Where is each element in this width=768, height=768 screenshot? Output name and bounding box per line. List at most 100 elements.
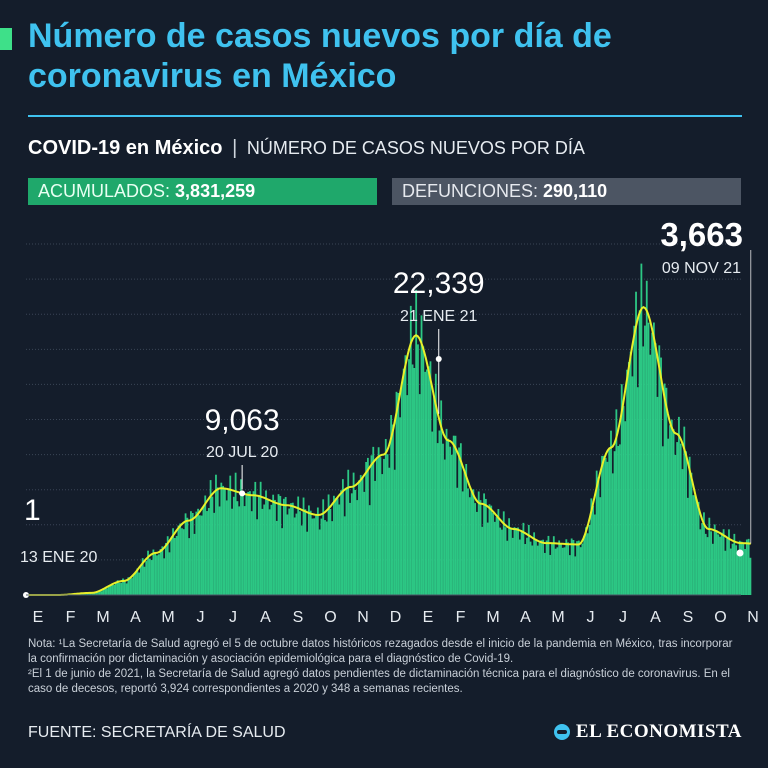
daily-bar <box>417 344 419 595</box>
daily-bar <box>538 542 541 595</box>
daily-bar <box>697 501 700 595</box>
daily-bar <box>220 482 223 595</box>
daily-bar <box>336 498 339 595</box>
daily-bar <box>558 540 561 595</box>
daily-bar <box>692 495 695 595</box>
logo-text: EL ECONOMISTA <box>575 721 742 742</box>
daily-bar <box>350 493 353 595</box>
daily-bar <box>728 529 730 595</box>
daily-bar <box>470 489 473 595</box>
daily-bar <box>411 364 414 595</box>
daily-bar <box>309 510 312 595</box>
daily-bar <box>370 455 373 595</box>
daily-bar <box>611 473 614 595</box>
daily-bar <box>156 555 158 595</box>
daily-bar <box>429 361 432 595</box>
annotation-value: 3,663 <box>660 216 743 253</box>
daily-bar <box>333 495 335 595</box>
daily-bar <box>731 543 734 595</box>
daily-bar <box>322 499 325 595</box>
daily-bar <box>568 555 571 595</box>
daily-bar <box>106 588 108 595</box>
daily-bar <box>265 490 267 595</box>
daily-bar <box>604 457 607 595</box>
daily-bar <box>368 505 371 595</box>
daily-bar <box>290 503 292 595</box>
subtitle-bold: COVID-19 en México <box>28 137 223 159</box>
daily-bar <box>601 455 603 595</box>
daily-bar <box>661 446 664 595</box>
daily-bar <box>109 584 112 595</box>
daily-bar <box>150 560 153 595</box>
daily-bar <box>508 518 511 595</box>
daily-bar <box>617 445 620 595</box>
daily-bar <box>395 391 398 595</box>
daily-bar <box>204 495 207 595</box>
daily-bar <box>644 325 646 595</box>
daily-bar <box>658 345 661 595</box>
subtitle-rest: NÚMERO DE CASOS NUEVOS POR DÍA <box>246 138 585 158</box>
daily-bar <box>266 500 269 595</box>
daily-bar <box>359 475 362 595</box>
x-tick-label: E <box>423 609 434 626</box>
daily-bar <box>340 490 342 595</box>
annotation-date: 09 NOV 21 <box>662 260 741 277</box>
daily-bar <box>399 417 401 595</box>
daily-bar <box>240 479 242 595</box>
daily-bar <box>302 497 305 595</box>
daily-bar <box>626 369 628 595</box>
daily-bar <box>425 369 428 595</box>
daily-bar <box>479 500 482 595</box>
daily-bar <box>474 503 477 595</box>
daily-bar <box>472 489 475 595</box>
daily-bar <box>522 522 525 595</box>
daily-bar <box>511 537 514 595</box>
daily-bar <box>202 506 205 595</box>
daily-bar <box>114 583 117 595</box>
daily-bar <box>729 548 732 595</box>
daily-bar <box>527 524 530 595</box>
daily-bar <box>570 538 573 595</box>
daily-bar <box>420 315 423 595</box>
daily-bar <box>610 430 612 595</box>
daily-bar <box>615 409 618 595</box>
daily-bar <box>436 443 439 595</box>
daily-bar <box>139 565 142 595</box>
cumulative-cases-box: ACUMULADOS: 3,831,259 <box>28 178 377 205</box>
daily-bar <box>125 583 128 595</box>
daily-bar <box>454 435 457 595</box>
daily-bar <box>349 502 351 595</box>
daily-bar <box>207 508 210 595</box>
daily-bar <box>400 382 403 595</box>
daily-bar <box>241 495 244 595</box>
daily-bar <box>431 431 434 595</box>
daily-bar <box>143 566 146 595</box>
daily-bar <box>209 480 212 595</box>
daily-bar <box>383 458 385 595</box>
daily-bar <box>524 544 527 595</box>
daily-bar <box>95 592 98 595</box>
daily-bar <box>316 507 319 595</box>
annotation-dot <box>435 356 442 362</box>
daily-bar <box>384 438 387 595</box>
daily-bar <box>225 500 228 595</box>
daily-bar <box>563 547 566 595</box>
deaths-value: 290,110 <box>543 181 608 201</box>
daily-bar <box>694 495 696 595</box>
daily-bar <box>102 588 105 595</box>
daily-bar <box>533 532 536 595</box>
daily-bar <box>686 497 689 595</box>
daily-bar <box>678 416 680 595</box>
daily-bar <box>465 463 468 595</box>
daily-bar <box>488 504 491 595</box>
daily-bar <box>277 494 280 595</box>
daily-bar <box>324 520 326 595</box>
daily-bar <box>274 499 276 595</box>
daily-bar <box>735 545 738 595</box>
daily-bar <box>543 552 546 595</box>
daily-bar <box>613 451 616 595</box>
title-divider <box>28 115 742 117</box>
daily-bar <box>148 558 151 595</box>
daily-bar <box>542 539 544 595</box>
daily-bar <box>270 504 273 595</box>
